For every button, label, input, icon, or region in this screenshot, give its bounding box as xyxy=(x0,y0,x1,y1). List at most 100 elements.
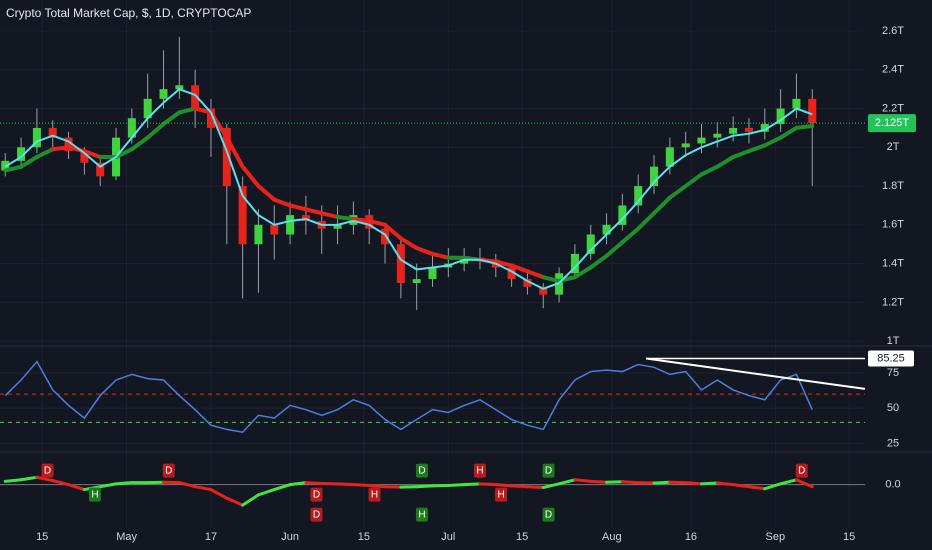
slow-ma-segment xyxy=(778,125,799,140)
slow-ma-segment xyxy=(414,246,435,256)
osc-segment xyxy=(241,493,260,507)
candle-body xyxy=(175,85,184,90)
marker-label: H xyxy=(418,509,425,520)
osc-segment xyxy=(557,478,577,486)
fast-ma-line xyxy=(4,88,813,290)
candle-body xyxy=(206,108,215,128)
candle-body xyxy=(333,224,342,229)
osc-segment xyxy=(3,478,23,483)
osc-segment xyxy=(225,496,245,507)
osc-segment xyxy=(462,482,482,487)
slow-ma-segment xyxy=(604,240,625,258)
slow-ma-segment xyxy=(177,106,198,115)
candle-body xyxy=(48,127,57,138)
slow-ma-segment xyxy=(129,135,150,152)
candle-body xyxy=(191,85,200,109)
slow-ma-segment xyxy=(699,164,720,177)
slow-ma-segment xyxy=(794,123,815,130)
x-tick-label: Aug xyxy=(602,531,622,543)
marker-box xyxy=(473,463,486,478)
candle-body xyxy=(381,228,390,245)
candle-body xyxy=(776,108,785,125)
candle-body xyxy=(270,224,279,235)
marker-box xyxy=(310,487,323,502)
marker-label: D xyxy=(418,465,425,476)
candle-body xyxy=(17,147,26,161)
x-tick-label: 15 xyxy=(358,531,370,543)
candle-body xyxy=(428,267,437,280)
marker-label: D xyxy=(798,465,805,476)
slow-ma-segment xyxy=(256,184,277,202)
marker-label: D xyxy=(313,509,320,520)
slow-ma-segment xyxy=(3,164,24,173)
candle-body xyxy=(32,127,41,148)
marker-label: D xyxy=(313,489,320,500)
y-tick-label: 1.8T xyxy=(882,180,904,192)
slow-ma-segment xyxy=(82,149,103,159)
y-tick-label: 2.6T xyxy=(882,25,904,37)
candle-body xyxy=(618,205,627,225)
slow-ma-segment xyxy=(50,145,71,152)
slow-ma-segment xyxy=(145,122,166,140)
slow-ma-segment xyxy=(541,275,562,284)
marker-box xyxy=(795,463,808,478)
slow-ma-segment xyxy=(493,259,514,268)
marker-label: H xyxy=(476,465,483,476)
slow-ma-segment xyxy=(351,217,372,223)
marker-box xyxy=(542,507,555,522)
marker-label: D xyxy=(545,465,552,476)
candle-body xyxy=(760,124,769,132)
slow-ma-segment xyxy=(288,203,308,212)
candle-body xyxy=(792,98,801,109)
marker-label: D xyxy=(545,509,552,520)
osc-segment xyxy=(794,478,814,489)
y-tick-label: 1.2T xyxy=(882,296,904,308)
slow-ma-segment xyxy=(335,215,356,222)
osc-segment xyxy=(351,483,371,487)
candle-body xyxy=(80,151,89,163)
slow-ma-segment xyxy=(114,147,134,159)
x-tick-label: 15 xyxy=(36,531,48,543)
slow-ma-segment xyxy=(161,110,182,127)
x-tick-label: May xyxy=(116,531,137,543)
candle-body xyxy=(570,253,579,274)
slow-ma-segment xyxy=(193,106,213,115)
marker-box xyxy=(415,507,428,522)
osc-segment xyxy=(652,480,672,485)
candle-body xyxy=(127,118,136,138)
marker-label: H xyxy=(497,489,504,500)
osc-segment xyxy=(699,481,719,486)
candle-body xyxy=(539,286,548,295)
slow-ma-segment xyxy=(34,147,55,159)
osc-segment xyxy=(98,482,118,489)
marker-box xyxy=(368,487,381,502)
x-tick-label: Jun xyxy=(281,531,299,543)
candle-body xyxy=(665,147,674,167)
candle-body xyxy=(650,166,659,187)
osc-segment xyxy=(256,488,276,497)
y-tick-label: 50 xyxy=(887,402,899,414)
slow-ma-segment xyxy=(240,164,261,189)
slow-ma-segment xyxy=(398,236,419,251)
candle-body xyxy=(808,98,817,124)
osc-segment xyxy=(779,478,798,486)
candle-body xyxy=(586,234,595,254)
slow-ma-segment xyxy=(620,226,641,245)
slow-ma-segment xyxy=(303,207,324,216)
candle-body xyxy=(744,127,753,132)
slow-ma-segment xyxy=(746,143,767,154)
candle-body xyxy=(681,143,690,148)
osc-segment xyxy=(367,483,387,489)
osc-segment xyxy=(763,482,783,491)
osc-segment xyxy=(541,482,561,490)
osc-segment xyxy=(525,485,545,490)
slow-ma-segment xyxy=(636,211,657,231)
price-label-box xyxy=(868,114,916,133)
x-tick-label: 17 xyxy=(205,531,217,543)
candle-body xyxy=(697,137,706,144)
candle-body xyxy=(238,186,247,245)
candle-body xyxy=(602,224,611,235)
marker-label: H xyxy=(371,489,378,500)
level-label-box xyxy=(868,350,914,367)
